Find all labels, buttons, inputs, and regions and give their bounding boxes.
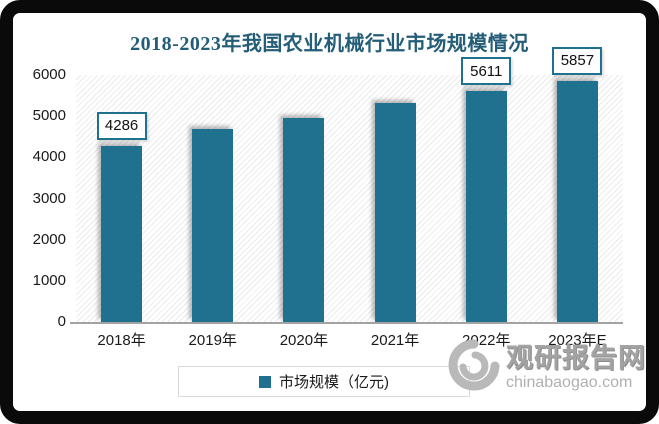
x-tick-label: 2022年 xyxy=(462,332,511,349)
legend: 市场规模（亿元) xyxy=(178,366,470,397)
legend-swatch xyxy=(259,375,271,388)
legend-label: 市场规模（亿元) xyxy=(279,374,389,391)
y-tick-label: 0 xyxy=(57,313,66,330)
bar-2022年 xyxy=(465,91,507,322)
x-tick-label: 2021年 xyxy=(370,332,420,349)
y-tick-label: 3000 xyxy=(32,189,66,207)
y-tick-label: 4000 xyxy=(32,148,66,166)
x-tick-label: 2019年 xyxy=(188,332,237,349)
x-tick-label: 2018年 xyxy=(97,332,146,349)
value-label-2018年: 4286 xyxy=(96,111,147,140)
bar-2019年 xyxy=(192,129,234,322)
bar-2023年E xyxy=(556,80,598,322)
watermark-site-url: chinabaogao.com xyxy=(506,374,633,391)
plot-area xyxy=(76,75,623,322)
y-tick-label: 2000 xyxy=(32,230,66,248)
y-tick-label: 6000 xyxy=(32,66,66,83)
y-tick-label: 5000 xyxy=(32,107,66,125)
value-label-2022年: 5611 xyxy=(461,57,512,85)
value-label-2023年E: 5857 xyxy=(552,46,603,75)
x-tick-label: 2020年 xyxy=(279,332,329,349)
y-tick-label: 1000 xyxy=(32,271,66,289)
chart-title: 2018-2023年我国农业机械行业市场规模情况 xyxy=(130,33,529,55)
bar-2021年 xyxy=(374,103,416,322)
x-tick-label: 2023年E xyxy=(548,332,607,349)
bar-2018年 xyxy=(101,145,143,322)
bar-2020年 xyxy=(283,117,325,322)
x-axis-line xyxy=(70,322,623,324)
